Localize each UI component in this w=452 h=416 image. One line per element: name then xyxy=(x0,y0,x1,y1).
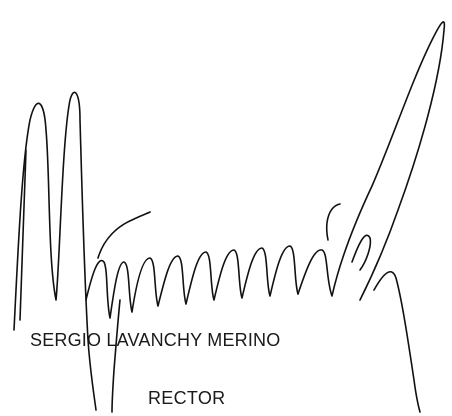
signatory-title: RECTOR xyxy=(148,388,226,408)
signatory-name: SERGIO LAVANCHY MERINO xyxy=(30,330,281,350)
